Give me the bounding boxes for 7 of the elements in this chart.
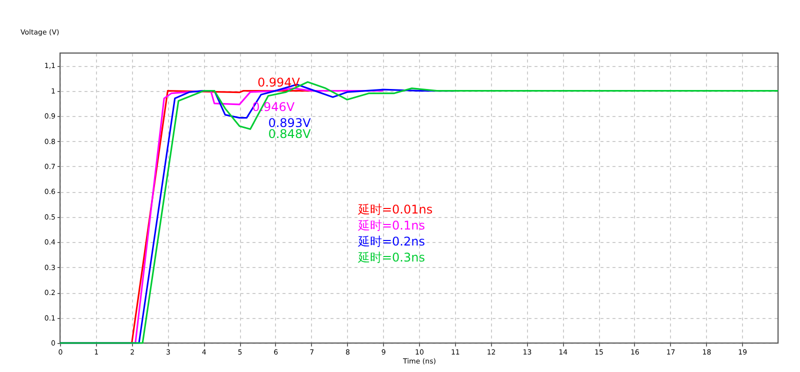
text: 延时=0.3ns: [356, 250, 425, 264]
text: 延时=0.1ns: [356, 218, 425, 233]
annotation: 0.994V: [257, 75, 301, 90]
annotation: 0.848V: [268, 127, 312, 142]
text: 延时=0.01ns: [356, 202, 433, 217]
annotation: 0.893V: [268, 116, 312, 130]
text: 延时=0.2ns: [356, 234, 425, 248]
